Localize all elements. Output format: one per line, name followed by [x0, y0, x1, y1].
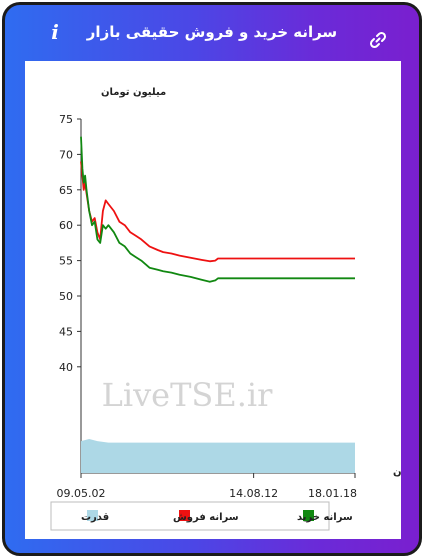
y-tick-label: 65: [59, 184, 73, 197]
y-tick-label: 40: [59, 361, 73, 374]
chart-series: [80, 136, 355, 473]
x-axis-label: زمان: [393, 467, 401, 478]
y-tick-label: 60: [59, 219, 73, 232]
y-axis-label: میلیون تومان: [101, 87, 166, 98]
y-tick-label: 70: [59, 148, 73, 161]
x-tick-label: 09.05.02: [57, 487, 106, 500]
chart: 40 45 50 55 60 65 70 75 09.05.02 14.08.12 18.01.18…: [50, 87, 417, 531]
series-buy-line: [80, 136, 355, 283]
chart-panel: 40 45 50 55 60 65 70 75 09.05.02 14.08.12 18.01.18…: [25, 61, 417, 539]
y-tick-label: 75: [59, 113, 73, 126]
series-sell-line: [80, 161, 355, 263]
legend-swatch: [87, 510, 98, 521]
legend-label: سرانه خرید: [297, 512, 353, 523]
x-tick-label: 18.01.18: [308, 487, 357, 500]
y-tick-label: 55: [59, 255, 73, 268]
y-tick-label: 50: [59, 290, 73, 303]
card-frame: سرانه خرید و فروش حقیقی بازار i 40 45 50 55…: [2, 2, 422, 556]
y-tick-label: 45: [59, 325, 73, 338]
title-bar: سرانه خرید و فروش حقیقی بازار: [5, 5, 419, 59]
info-icon[interactable]: i: [51, 20, 59, 44]
card-title: سرانه خرید و فروش حقیقی بازار: [86, 23, 338, 41]
legend-swatch: [303, 510, 314, 521]
legend-swatch: [179, 510, 190, 521]
x-tick-label: 14.08.12: [229, 487, 278, 500]
link-icon[interactable]: [369, 31, 387, 49]
watermark: LiveTSE.ir: [102, 376, 274, 414]
series-power-area: [81, 439, 355, 473]
chart-axes: 40 45 50 55 60 65 70 75 09.05.02 14.08.12 18.01.18: [57, 113, 357, 500]
chart-legend: سرانه خرید سرانه فروش قدرت: [50, 501, 353, 531]
legend-label: سرانه فروش: [173, 512, 239, 523]
legend-label: قدرت: [81, 512, 109, 523]
